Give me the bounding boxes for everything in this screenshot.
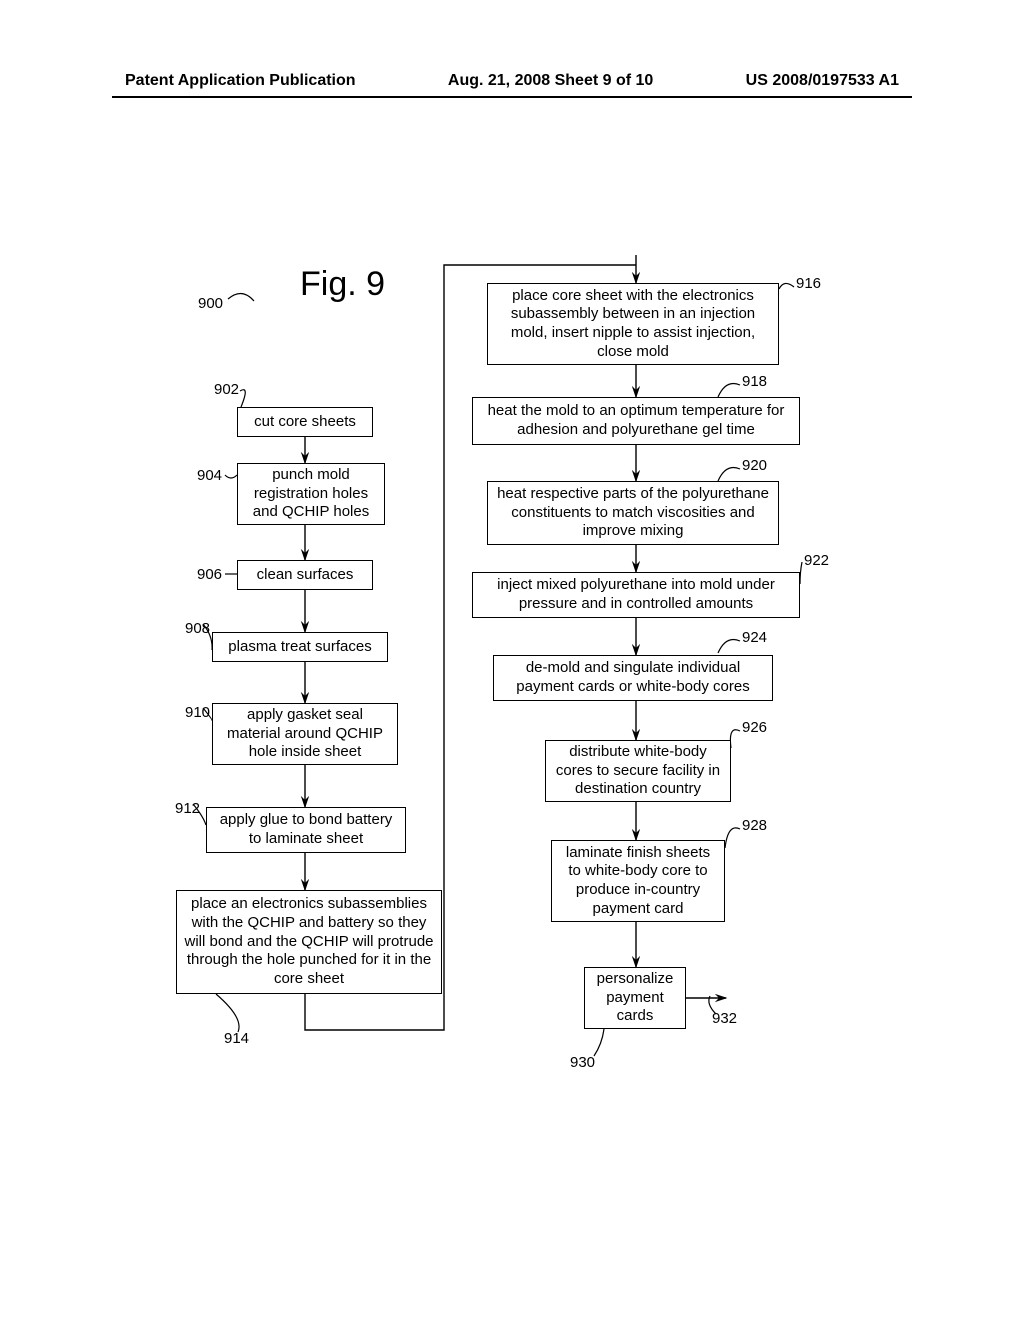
flow-node-914: place an electronics subassemblies with … [176,890,442,994]
flow-node-906: clean surfaces [237,560,373,590]
ref-902: 902 [214,381,239,398]
flow-node-910: apply gasket seal material around QCHIP … [212,703,398,765]
ref-910: 910 [185,704,210,721]
header-rule [112,96,912,98]
figure-canvas: Fig. 9 900 place core sheet with the ele… [0,100,1024,1300]
ref-924: 924 [742,629,767,646]
ref-930: 930 [570,1054,595,1071]
flow-node-918: heat the mold to an optimum temperature … [472,397,800,445]
flow-node-912: apply glue to bond battery to laminate s… [206,807,406,853]
ref-922: 922 [804,552,829,569]
ref-920: 920 [742,457,767,474]
ref-914: 914 [224,1030,249,1047]
flow-node-916: place core sheet with the electronics su… [487,283,779,365]
ref-900: 900 [198,295,223,312]
header-right: US 2008/0197533 A1 [746,72,899,90]
flow-node-926: distribute white-body cores to secure fa… [545,740,731,802]
flow-node-920: heat respective parts of the polyurethan… [487,481,779,545]
flow-node-930: personalize payment cards [584,967,686,1029]
header-left: Patent Application Publication [125,72,356,90]
ref-916: 916 [796,275,821,292]
ref-908: 908 [185,620,210,637]
ref-926: 926 [742,719,767,736]
ref-928: 928 [742,817,767,834]
ref-906: 906 [197,566,222,583]
flow-node-928: laminate finish sheets to white-body cor… [551,840,725,922]
flow-node-922: inject mixed polyurethane into mold unde… [472,572,800,618]
ref-904: 904 [197,467,222,484]
page-header: Patent Application Publication Aug. 21, … [0,72,1024,90]
flow-node-902: cut core sheets [237,407,373,437]
header-center: Aug. 21, 2008 Sheet 9 of 10 [448,72,653,90]
flow-node-904: punch mold registration holes and QCHIP … [237,463,385,525]
flow-node-924: de-mold and singulate individual payment… [493,655,773,701]
flow-node-908: plasma treat surfaces [212,632,388,662]
ref-912: 912 [175,800,200,817]
ref-932: 932 [712,1010,737,1027]
figure-label: Fig. 9 [300,265,385,304]
ref-918: 918 [742,373,767,390]
